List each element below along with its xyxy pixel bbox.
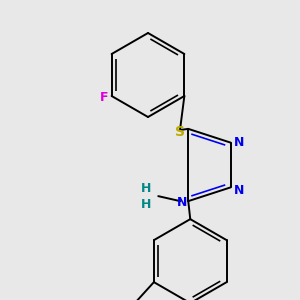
Text: H: H <box>141 182 152 195</box>
Text: H: H <box>141 198 152 211</box>
Text: N: N <box>234 184 244 197</box>
Text: S: S <box>175 124 185 139</box>
Text: N: N <box>234 136 244 149</box>
Text: F: F <box>99 91 108 104</box>
Text: N: N <box>177 196 188 209</box>
